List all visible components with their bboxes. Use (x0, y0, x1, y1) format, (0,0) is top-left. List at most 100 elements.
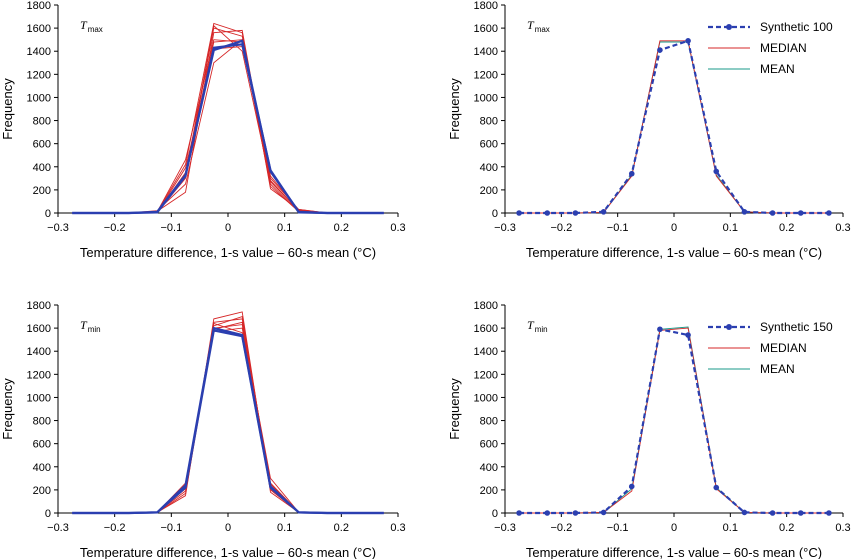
legend-label: Synthetic 100 (760, 20, 833, 34)
y-tick-label: 800 (480, 116, 498, 128)
y-tick-label: 1200 (27, 369, 51, 381)
y-tick-label: 400 (33, 162, 51, 174)
data-point-marker (797, 210, 804, 216)
legend-label: MEAN (760, 62, 795, 76)
x-tick-label: 0.2 (334, 222, 349, 234)
data-point-marker (628, 170, 635, 177)
series-line-synthetic-150 (519, 327, 829, 515)
series-line-median-8 (72, 24, 384, 214)
series-line-median-2 (72, 27, 384, 214)
x-tick-label: −0.1 (160, 222, 182, 234)
x-tick-label: −0.3 (47, 522, 69, 534)
y-tick-label: 1400 (27, 346, 51, 358)
panel-annotation: Tmin (80, 318, 101, 334)
y-axis-label: Frequency (447, 78, 462, 140)
data-point-marker (769, 510, 776, 516)
x-tick-label: −0.1 (607, 222, 629, 234)
y-tick-label: 1600 (27, 23, 51, 35)
y-tick-label: 0 (45, 208, 51, 220)
x-axis-label: Temperature difference, 1-s value – 60-s… (80, 545, 376, 559)
series-line-median-6 (72, 321, 384, 514)
y-tick-label: 1800 (474, 300, 498, 312)
y-tick-label: 1200 (474, 369, 498, 381)
y-tick-label: 1400 (474, 46, 498, 58)
y-tick-label: 1800 (27, 0, 51, 12)
y-tick-label: 1800 (474, 0, 498, 12)
series-line-median-7 (72, 316, 384, 514)
x-tick-label: −0.2 (104, 222, 126, 234)
x-tick-label: 0 (671, 222, 677, 234)
series-line-median-1 (72, 22, 384, 214)
x-tick-label: 0.1 (723, 522, 738, 534)
series-line-synthetic-9 (72, 329, 384, 515)
data-point-marker (769, 210, 776, 216)
chart-panel-1: 0 200 400 600 800 1000 1200 1400 1600 1800 −0.3 −0.… (0, 0, 406, 260)
legend-label: MEDIAN (760, 41, 807, 55)
x-tick-label: −0.1 (607, 522, 629, 534)
data-point-marker (826, 210, 832, 216)
panel-annotation-subscript: max (535, 25, 550, 34)
x-tick-label: −0.3 (494, 522, 516, 534)
y-tick-label: 1000 (474, 392, 498, 404)
y-tick-label: 600 (33, 139, 51, 151)
legend-label: MEDIAN (760, 341, 807, 355)
x-axis-label: Temperature difference, 1-s value – 60-s… (526, 245, 822, 260)
data-point-marker (713, 484, 720, 491)
series-line-median-2 (72, 318, 384, 514)
y-tick-label: 800 (33, 116, 51, 128)
chart-panel-2: 0 200 400 600 800 1000 1200 1400 1600 1800 −0.3 −0.… (447, 0, 851, 260)
panel-annotation-subscript: min (535, 325, 548, 334)
x-tick-label: −0.1 (160, 522, 182, 534)
y-axis-label: Frequency (447, 378, 462, 440)
x-tick-label: 0.3 (390, 522, 405, 534)
series-line-median-5 (72, 322, 384, 514)
series-line-median-7 (72, 39, 384, 214)
panel-annotation: Tmin (527, 318, 548, 334)
y-tick-label: 1400 (474, 346, 498, 358)
data-point-marker (685, 332, 691, 338)
y-tick-label: 200 (480, 185, 498, 197)
legend-marker (726, 324, 732, 330)
series-line-median (519, 327, 829, 514)
y-axis-label: Frequency (0, 78, 15, 140)
x-tick-label: 0.2 (779, 222, 794, 234)
y-tick-label: 200 (33, 485, 51, 497)
y-tick-label: 600 (480, 139, 498, 151)
x-tick-label: 0 (225, 222, 231, 234)
y-tick-label: 400 (480, 162, 498, 174)
x-tick-label: 0.3 (835, 222, 850, 234)
series-line-synthetic-8 (72, 326, 384, 515)
x-tick-label: 0.1 (723, 222, 738, 234)
y-tick-label: 200 (33, 185, 51, 197)
data-point-marker (516, 210, 522, 216)
y-tick-label: 0 (45, 508, 51, 520)
x-tick-label: −0.2 (104, 522, 126, 534)
x-tick-label: 0 (671, 522, 677, 534)
y-tick-label: 800 (480, 416, 498, 428)
series-line-median-4 (72, 327, 384, 514)
x-tick-label: 0.2 (779, 522, 794, 534)
y-tick-label: 1200 (27, 69, 51, 81)
series-line-median-3 (72, 29, 384, 214)
x-tick-label: 0.3 (390, 222, 405, 234)
y-tick-label: 0 (492, 508, 498, 520)
data-point-marker (600, 509, 607, 516)
x-tick-label: 0 (225, 522, 231, 534)
series-line-median-1 (72, 311, 384, 514)
x-tick-label: 0.3 (835, 522, 850, 534)
data-point-marker (544, 510, 551, 516)
y-tick-label: 1600 (474, 23, 498, 35)
data-point-marker (741, 209, 748, 215)
panel-annotation-subscript: min (88, 325, 101, 334)
data-point-marker (797, 510, 804, 516)
series-line-median-4 (72, 39, 384, 214)
y-tick-label: 800 (33, 416, 51, 428)
x-tick-label: −0.3 (47, 222, 69, 234)
data-point-marker (572, 510, 579, 516)
y-tick-label: 1800 (27, 300, 51, 312)
data-point-marker (741, 509, 748, 516)
y-tick-label: 1200 (474, 69, 498, 81)
y-tick-label: 600 (480, 439, 498, 451)
x-tick-label: −0.3 (494, 222, 516, 234)
